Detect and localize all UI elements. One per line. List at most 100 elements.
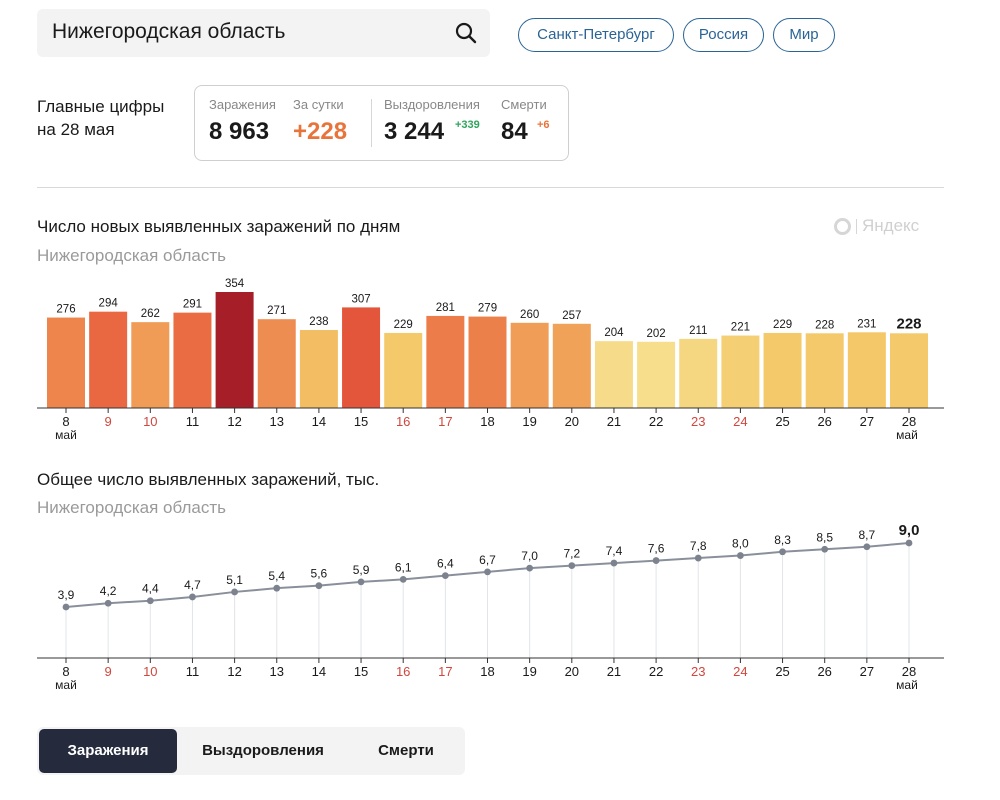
total-cases-value-label: 7,4: [606, 544, 623, 558]
total-cases-point[interactable]: [694, 554, 702, 562]
metric-tabs: Заражения Выздоровления Смерти: [37, 727, 465, 775]
daily-bar-value-label: 307: [351, 293, 370, 305]
total-cases-point[interactable]: [484, 568, 491, 576]
daily-bar[interactable]: [257, 319, 296, 408]
daily-bar-value-label: 231: [857, 318, 876, 330]
total-cases-point[interactable]: [652, 557, 660, 564]
daily-bar-value-label: 221: [731, 322, 750, 334]
deaths-label: Смерти: [501, 97, 547, 112]
x-tick-label: 26: [817, 414, 831, 429]
daily-bar[interactable]: [47, 317, 85, 408]
daily-bar[interactable]: [510, 322, 549, 408]
daily-bar[interactable]: [721, 335, 760, 408]
total-cases-point[interactable]: [273, 584, 281, 592]
total-cases-point[interactable]: [779, 548, 786, 556]
section-divider: [37, 187, 944, 188]
x-tick-label: 16: [396, 664, 410, 679]
daily-bar[interactable]: [468, 316, 507, 408]
total-cases-point[interactable]: [905, 539, 913, 547]
watermark-divider: [856, 218, 857, 234]
key-figures-title: Главные цифры на 28 мая: [37, 95, 187, 141]
total-cases-value-label: 4,7: [184, 578, 201, 592]
daily-bar-value-label: 294: [99, 298, 119, 310]
daily-bar[interactable]: [763, 332, 802, 408]
x-tick-label: 14: [312, 414, 326, 429]
x-tick-label: 23: [691, 414, 705, 429]
region-search-input[interactable]: Нижегородская область: [37, 9, 490, 57]
total-cases-point[interactable]: [104, 599, 112, 607]
total-cases-value-label: 5,9: [353, 563, 370, 577]
daily-bar-value-label: 229: [394, 319, 413, 331]
x-tick-label: 19: [522, 414, 536, 429]
total-cases-point[interactable]: [399, 575, 407, 583]
daily-bar[interactable]: [131, 322, 170, 408]
x-tick-label: 17: [438, 664, 452, 679]
daily-bar[interactable]: [215, 292, 254, 408]
search-icon[interactable]: [454, 21, 478, 45]
x-tick-label: 26: [817, 664, 831, 679]
search-value: Нижегородская область: [52, 20, 286, 43]
tab-recovered[interactable]: Выздоровления: [202, 742, 324, 759]
total-cases-point[interactable]: [146, 597, 154, 605]
x-tick-label: 20: [565, 664, 579, 679]
x-month-label: май: [55, 428, 77, 442]
per-day-label: За сутки: [293, 97, 344, 112]
total-cases-point[interactable]: [357, 578, 365, 586]
infections-label: Заражения: [209, 97, 276, 112]
daily-bar[interactable]: [890, 333, 928, 408]
x-tick-label: 28: [902, 414, 916, 429]
total-cases-point[interactable]: [441, 572, 449, 580]
x-month-label: май: [55, 678, 77, 692]
total-cases-value-label: 9,0: [899, 522, 920, 539]
daily-bar[interactable]: [594, 341, 633, 408]
daily-bar-value-label: 228: [815, 319, 834, 331]
daily-bar[interactable]: [426, 315, 465, 408]
x-tick-label: 8: [62, 414, 69, 429]
total-cases-point[interactable]: [315, 582, 323, 590]
total-cases-value-label: 6,7: [479, 553, 496, 567]
recovered-label: Выздоровления: [384, 97, 480, 112]
daily-bar[interactable]: [384, 332, 423, 408]
total-cases-point[interactable]: [863, 543, 871, 551]
total-cases-line-chart: 3,9 4,2 4,4 4,7 5,1 5,4 5,6 5,9 6,1 6,4 6,7 7,0 7,2 7…: [37, 522, 944, 692]
daily-bar[interactable]: [679, 338, 718, 408]
total-cases-point[interactable]: [821, 545, 829, 553]
daily-bar-value-label: 291: [183, 299, 202, 311]
key-figures-date: на 28 мая: [37, 120, 115, 139]
daily-bar[interactable]: [342, 307, 381, 408]
deaths-delta: +6: [537, 119, 550, 131]
daily-bar[interactable]: [637, 341, 676, 408]
daily-bar-value-label: 229: [773, 319, 792, 331]
x-tick-label: 13: [270, 664, 284, 679]
daily-bar[interactable]: [805, 333, 844, 408]
tab-deaths[interactable]: Смерти: [378, 742, 434, 759]
daily-bar[interactable]: [847, 332, 886, 408]
x-month-label: май: [896, 678, 918, 692]
total-cases-value-label: 7,8: [690, 539, 707, 553]
total-cases-point[interactable]: [610, 559, 618, 567]
daily-bar[interactable]: [173, 312, 212, 408]
daily-bar[interactable]: [89, 311, 128, 408]
total-cases-point[interactable]: [568, 562, 576, 569]
x-tick-label: 23: [691, 664, 705, 679]
region-link-spb[interactable]: Санкт-Петербург: [518, 18, 674, 52]
daily-bar-value-label: 262: [141, 308, 160, 320]
infections-value: 8 963: [209, 118, 270, 145]
daily-bar[interactable]: [299, 330, 338, 408]
total-cases-point[interactable]: [526, 564, 534, 572]
total-cases-value-label: 8,7: [859, 528, 876, 542]
tab-infections[interactable]: Заражения: [39, 729, 177, 773]
total-cases-point[interactable]: [737, 552, 744, 559]
daily-bar-value-label: 279: [478, 303, 497, 315]
region-link-russia[interactable]: Россия: [683, 18, 764, 52]
x-tick-label: 9: [105, 414, 112, 429]
yandex-logo-icon: [834, 217, 851, 235]
total-cases-point[interactable]: [189, 593, 196, 601]
total-cases-point[interactable]: [231, 588, 239, 596]
total-cases-point[interactable]: [62, 603, 70, 611]
x-tick-label: 19: [522, 664, 536, 679]
region-link-world[interactable]: Мир: [773, 18, 835, 52]
x-tick-label: 22: [649, 414, 663, 429]
daily-chart-subtitle: Нижегородская область: [37, 246, 226, 265]
daily-bar[interactable]: [552, 323, 591, 408]
